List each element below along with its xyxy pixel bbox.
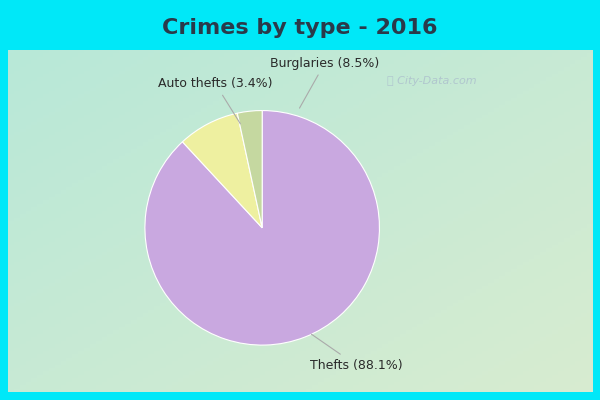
Wedge shape [182, 113, 262, 228]
Wedge shape [145, 110, 379, 345]
Text: Burglaries (8.5%): Burglaries (8.5%) [270, 57, 379, 108]
Text: Auto thefts (3.4%): Auto thefts (3.4%) [158, 77, 272, 124]
Wedge shape [238, 110, 262, 228]
Text: Crimes by type - 2016: Crimes by type - 2016 [162, 18, 438, 38]
Text: Thefts (88.1%): Thefts (88.1%) [310, 334, 403, 372]
Text: ⓘ City-Data.com: ⓘ City-Data.com [387, 76, 476, 86]
